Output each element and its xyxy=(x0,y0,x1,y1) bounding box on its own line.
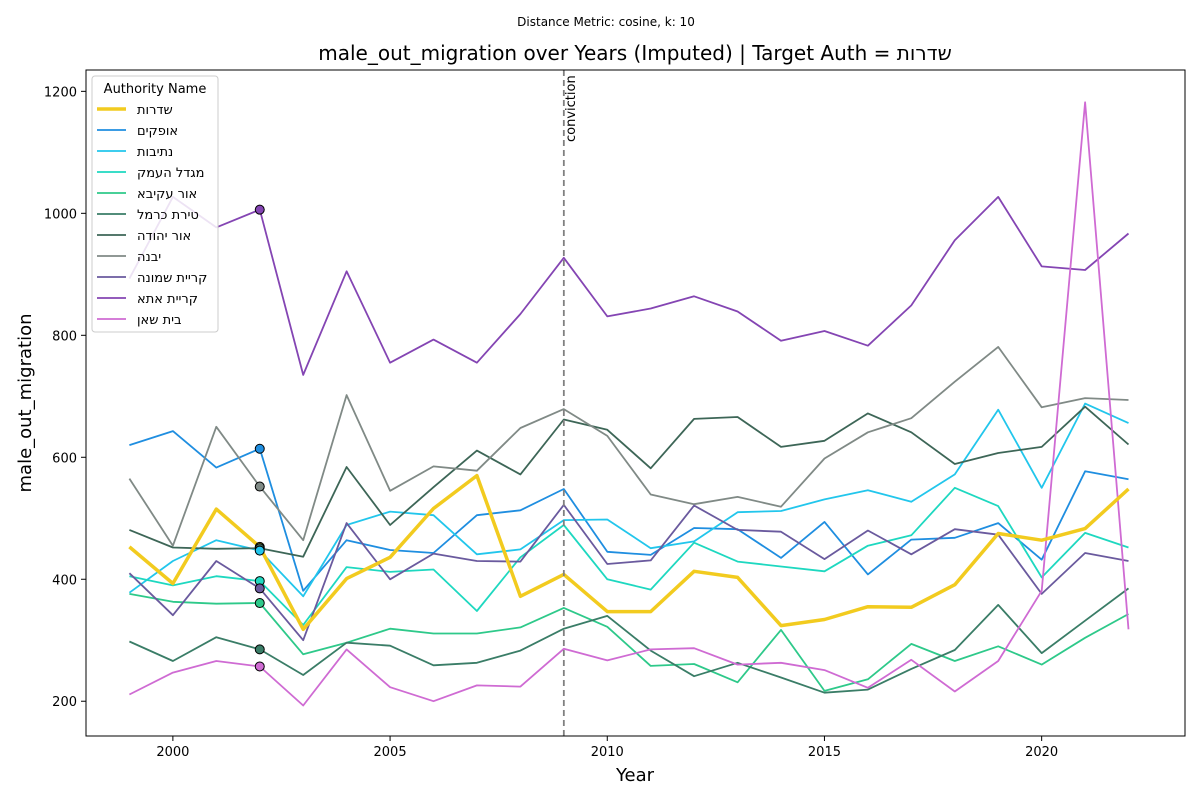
series-3-legend-label: מגדל העמק xyxy=(137,166,205,181)
chart-suptitle: Distance Metric: cosine, k: 10 xyxy=(517,15,695,29)
series-4-line xyxy=(129,593,1129,692)
series-0-legend-label: שדרות xyxy=(137,103,173,118)
series-0-line xyxy=(128,473,1130,632)
imputed-marker-8 xyxy=(254,598,265,609)
legend-items: שדרות אופקים נתיבות מגדל העמק אור עקיבא טירת … xyxy=(97,103,207,328)
series-8-line xyxy=(128,503,1129,642)
series-4-legend-label: אור עקיבא xyxy=(137,187,197,202)
x-axis-ticks: 2000 2005 2010 2015 2020 xyxy=(156,736,1058,760)
series-10-line xyxy=(128,101,1130,707)
series-8-legend-label: קריית שמונה xyxy=(137,271,207,286)
x-axis-label: Year xyxy=(615,765,655,786)
series-layer xyxy=(128,101,1130,707)
imputed-marker-7 xyxy=(254,583,265,594)
series-5-legend-label: טירת כרמל xyxy=(137,208,199,223)
y-tick-label-1: 400 xyxy=(52,573,77,588)
y-axis-ticks: 200 400 600 800 1000 1200 xyxy=(44,85,86,710)
imputed-marker-9 xyxy=(254,644,265,655)
y-tick-label-3: 800 xyxy=(52,329,77,344)
x-tick-label-0: 2000 xyxy=(156,745,189,760)
series-7-legend-label: יבנה xyxy=(137,250,161,265)
y-axis-label: male_out_migration xyxy=(15,314,36,493)
series-1-legend-label: אופקים xyxy=(137,124,178,139)
y-tick-label-5: 1200 xyxy=(44,85,77,100)
series-9-line xyxy=(128,195,1130,376)
x-tick-label-3: 2015 xyxy=(808,745,841,760)
imputed-marker-1 xyxy=(254,443,265,454)
legend-frame xyxy=(91,75,219,333)
x-tick-label-2: 2010 xyxy=(591,745,624,760)
series-9-legend-label: קריית אתא xyxy=(137,292,198,307)
y-tick-label-2: 600 xyxy=(52,451,77,466)
imputed-marker-10 xyxy=(254,661,265,672)
x-tick-label-1: 2005 xyxy=(374,745,407,760)
x-tick-label-4: 2020 xyxy=(1025,745,1058,760)
imputed-marker-0 xyxy=(254,204,265,215)
series-6-legend-label: אור יהודה xyxy=(137,229,191,244)
imputed-marker-2 xyxy=(254,481,265,492)
series-1-line xyxy=(129,430,1129,592)
series-10-legend-label: בית שאן xyxy=(137,313,182,328)
plot-frame xyxy=(85,69,1186,737)
chart-title: male_out_migration over Years (Imputed) … xyxy=(318,41,952,65)
y-tick-label-0: 200 xyxy=(52,695,77,710)
vline-layer: conviction xyxy=(562,70,579,736)
series-6-line xyxy=(129,405,1130,558)
series-2-legend-label: נתיבות xyxy=(137,145,173,160)
marker-layer xyxy=(254,204,265,672)
y-tick-label-4: 1000 xyxy=(44,207,77,222)
vline-label: conviction xyxy=(564,75,579,142)
imputed-marker-5 xyxy=(254,545,265,556)
legend: Authority Name שדרות אופקים נתיבות מגדל העמ… xyxy=(91,75,219,333)
legend-title: Authority Name xyxy=(104,82,207,97)
series-7-line xyxy=(128,345,1129,547)
series-2-line xyxy=(128,402,1129,598)
series-5-line xyxy=(129,587,1130,694)
